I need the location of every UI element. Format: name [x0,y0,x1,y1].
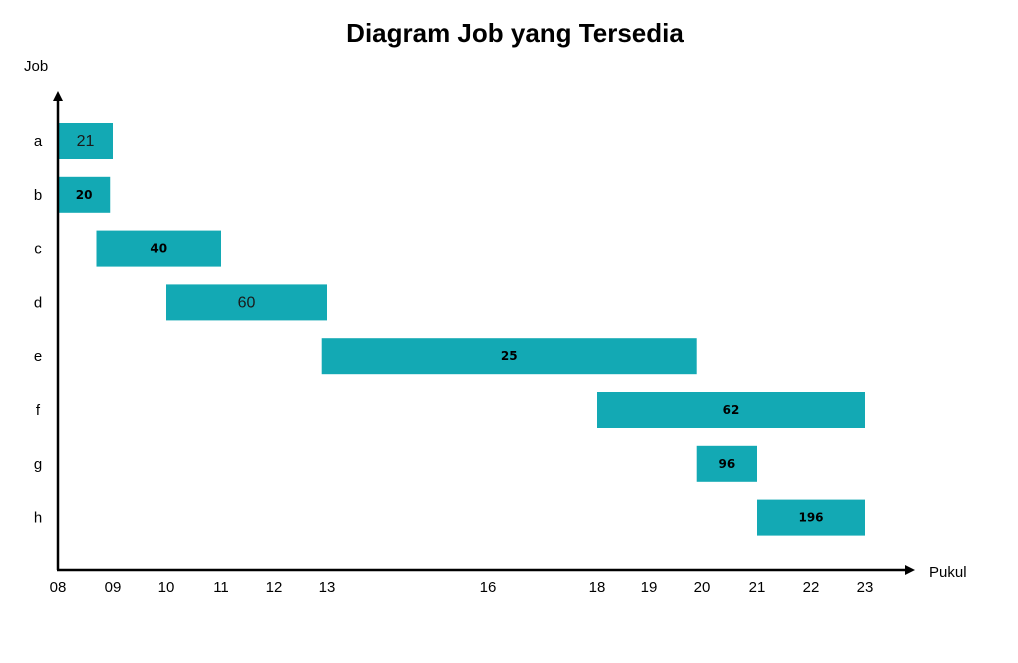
bar-label-f: 62 [723,403,740,417]
bar-h [757,499,865,536]
job-label-e: e [34,348,42,365]
job-label-g: g [34,456,42,473]
job-label-d: d [34,294,42,311]
chart-title: Diagram Job yang Tersedia [346,18,684,48]
x-tick-08: 08 [50,579,67,596]
job-label-b: b [34,187,42,204]
x-tick-09: 09 [105,579,122,596]
y-axis-label: Job [24,58,48,75]
bar-label-h: 196 [798,511,823,525]
x-axis-label: Pukul [929,564,967,581]
bar-f [597,392,865,428]
x-tick-13: 13 [319,579,336,596]
bar-e [321,338,697,375]
x-tick-11: 11 [213,579,229,596]
bar-label-d: 60 [238,294,256,311]
x-tick-10: 10 [158,579,175,596]
job-label-f: f [36,402,41,419]
x-tick-20: 20 [694,579,711,596]
bar-b [58,176,111,213]
job-label-a: a [34,133,43,150]
bar-label-e: 25 [501,349,518,363]
bar-label-a: 21 [77,133,95,150]
bar-label-b: 20 [76,188,93,202]
x-tick-12: 12 [266,579,283,596]
bar-label-g: 96 [718,457,735,471]
x-tick-21: 21 [749,579,766,596]
x-tick-22: 22 [803,579,820,596]
x-tick-16: 16 [480,579,497,596]
x-tick-19: 19 [641,579,658,596]
x-tick-23: 23 [857,579,874,596]
bar-d [166,284,327,321]
bar-g [696,445,757,482]
bar-label-c: 40 [150,242,167,256]
bar-a [58,123,113,159]
job-label-c: c [34,241,42,258]
job-label-h: h [34,510,42,527]
bar-c [96,230,221,267]
x-tick-18: 18 [589,579,606,596]
